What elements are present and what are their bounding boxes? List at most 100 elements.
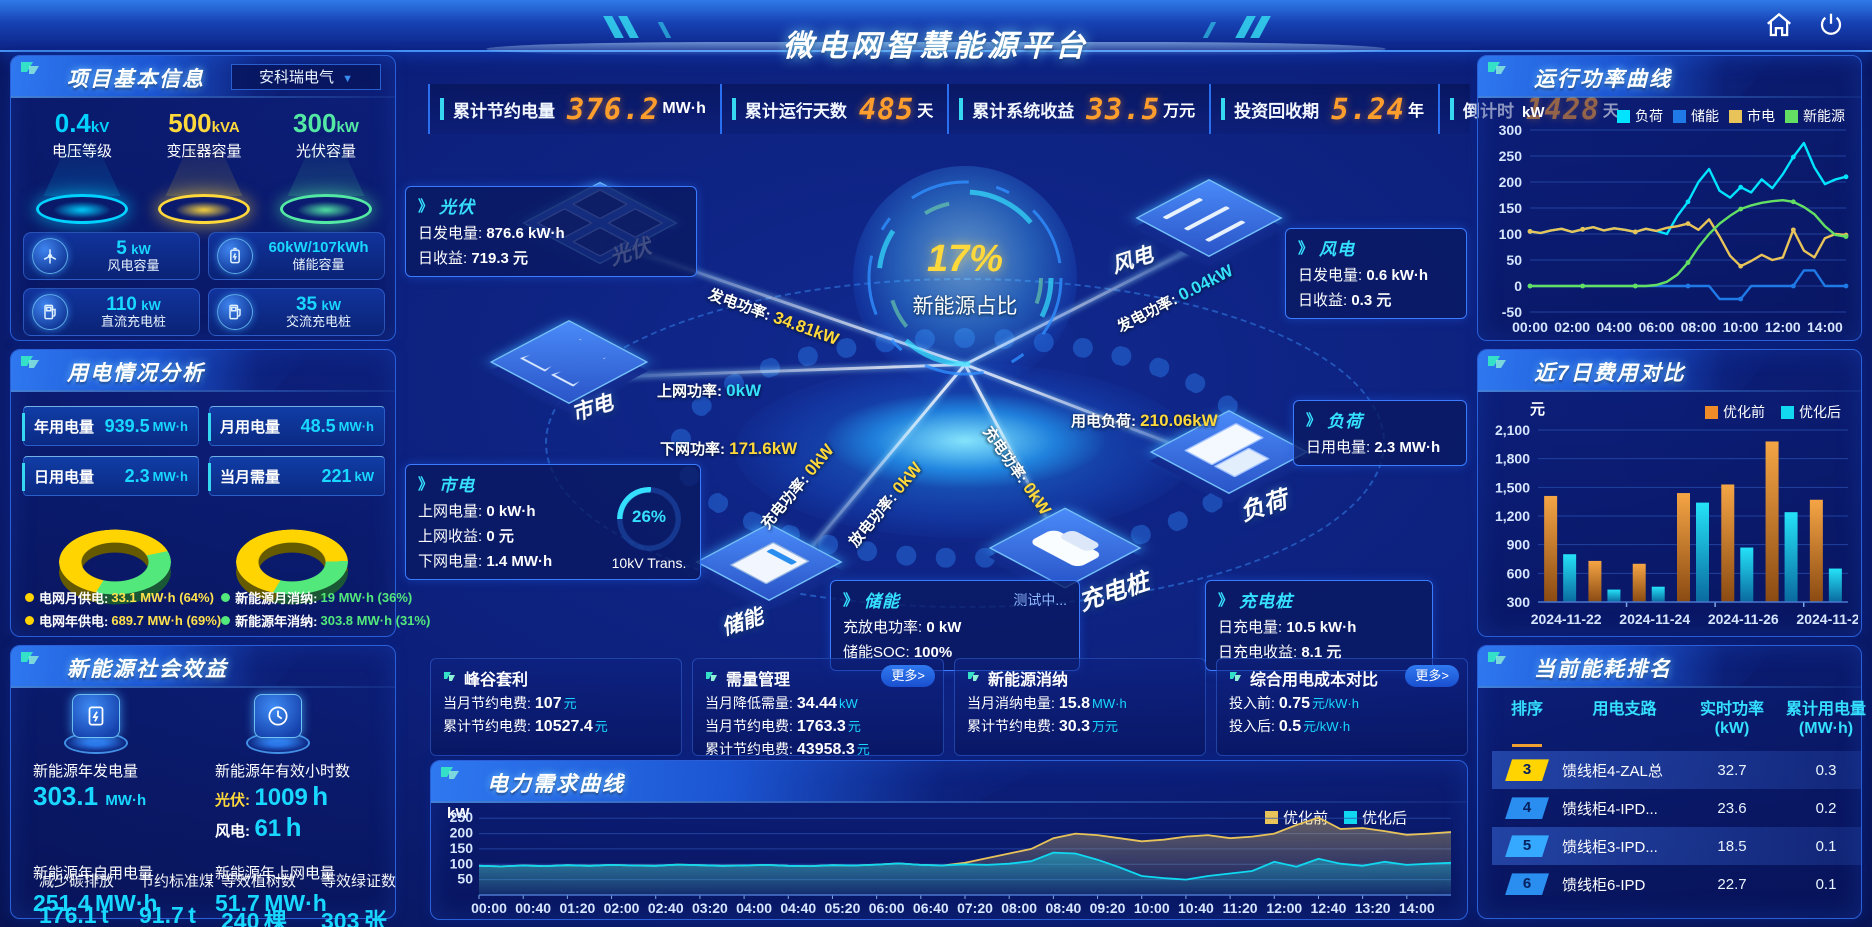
kpi-label: 投资回收期 [1234,101,1320,121]
ranking-header: 排序 用电支路 实时功率 (kW) 累计用电量 (MW·h) [1478,686,1866,751]
power-icon[interactable] [1816,10,1846,40]
node-grid: 市电 [489,306,649,426]
svg-text:10:00: 10:00 [1723,319,1759,335]
header-deco-left [603,16,672,43]
capacity-card-text: 35 kW 交流充电桩 [285,293,351,330]
panel-corner-icon [21,652,39,664]
kpi-unit: MW·h [662,100,706,117]
ranking-rows: 3 馈线柜4-ZAL总 32.7 0.3 4 馈线柜4-IPD... 23.6 0.2 5 馈线柜… [1478,751,1861,903]
load-info-box: 》负荷 日用电量: 2.3 MW·h [1293,400,1467,466]
capacity-card: 60kW/107kWh 储能容量 [208,232,385,280]
gauge-ring [280,194,372,224]
svg-text:100: 100 [1499,226,1523,242]
dc-charger-icon [32,294,68,330]
column-header: 排序 [1510,701,1543,718]
table-row[interactable]: 3 馈线柜4-ZAL总 32.7 0.3 [1492,751,1861,790]
svg-text:1,200: 1,200 [1495,508,1530,524]
kpi-value: 5.24 [1331,92,1405,126]
social-right-column: 新能源年有效小时数 光伏: 1009 h 风电: 61 h 新能源年上网电量 5… [215,694,396,927]
usage-stats: 年用电量 939.5 MW·h 月用电量 48.5 MW·h 日用电量 2.3 MW·h 当月需量… [22,406,385,496]
info-line: 上网电量: 0 kW·h [418,503,536,520]
legend-item: 储能 [1673,106,1719,126]
arrow-icon: 》 [1298,240,1314,257]
svg-text:07:20: 07:20 [957,900,993,916]
benefit-panels: 峰谷套利 当月节约电费: 107 元累计节约电费: 10527.4 元需量管理 更多> 当月降… [430,658,1468,758]
kpi-value: 485 [858,92,915,126]
home-icon[interactable] [1764,10,1794,40]
benefit-title: 综合用电成本对比 [1229,666,1455,690]
svg-text:10:40: 10:40 [1178,900,1214,916]
svg-text:200: 200 [450,825,474,841]
svg-text:2024-11-22: 2024-11-22 [1531,611,1602,627]
svg-text:04:00: 04:00 [1596,319,1632,335]
svg-text:100: 100 [450,855,474,871]
benefit-line: 当月节约电费: 1763.3 元 [705,718,861,735]
info-line: 储能SOC: 100% [843,644,953,661]
node-wind: 风电 [1109,166,1283,278]
more-button[interactable]: 更多> [1405,665,1459,687]
panel-title: 新能源社会效益 [67,658,228,681]
svg-text:00:00: 00:00 [471,900,507,916]
table-row[interactable]: 4 馈线柜4-IPD... 23.6 0.2 [1492,789,1861,827]
capacity-cards: 5 kW 风电容量 60kW/107kWh 储能容量 110 kW 直流充电桩 35 kW… [23,232,385,336]
power-cell: 22.7 [1717,875,1747,893]
panel-title: 用电情况分析 [67,362,205,385]
arrow-icon: 》 [418,198,434,215]
page-title: 微电网智慧能源平台 [783,30,1089,64]
app-header: 微电网智慧能源平台 [0,0,1872,63]
metric-label: 新能源年有效小时数 [215,763,351,780]
table-row[interactable]: 6 馈线柜6-IPD 22.7 0.1 [1492,865,1861,903]
svg-text:14:00: 14:00 [1399,900,1435,916]
svg-text:03:20: 03:20 [692,900,728,916]
benefit-title: 峰谷套利 [443,666,669,690]
svg-text:300: 300 [1507,594,1531,610]
info-line: 日发电量: 876.6 kW·h [418,225,565,242]
branch-cell: 馈线柜3-IPD... [1562,838,1658,856]
gauge-ring [158,194,250,224]
power-cell: 32.7 [1717,761,1747,779]
power-cell: 18.5 [1717,837,1747,855]
svg-text:50: 50 [457,871,473,887]
svg-text:06:00: 06:00 [1638,319,1674,335]
svg-text:00:40: 00:40 [515,900,551,916]
info-line: 日充电收益: 8.1 元 [1218,644,1342,661]
svg-text:01:20: 01:20 [559,900,595,916]
svg-text:12:00: 12:00 [1765,319,1801,335]
benefit-panel: 综合用电成本对比 更多> 投入前: 0.75 元/kW·h 投入后: 0.5 元/kW·h [1216,658,1468,756]
charger-info-box: 》充电桩 日充电量: 10.5 kW·h 日充电收益: 8.1 元 [1205,580,1433,671]
rank-cell: 3 [1492,759,1562,782]
clock-icon [254,694,302,738]
panel-title: 运行功率曲线 [1534,68,1672,91]
panel-corner-icon [21,62,39,74]
capacity-card: 5 kW 风电容量 [23,232,200,280]
company-select[interactable]: 安科瑞电气 ▼ [231,64,381,90]
kpi-tick [1221,98,1226,120]
kpi-item: 累计节约电量 376.2 MW·h [428,84,720,134]
flow-load-power: 用电负荷: 210.06kW [1071,411,1218,430]
table-row[interactable]: 5 馈线柜3-IPD... 18.5 0.1 [1492,827,1861,866]
header-deco-right [1202,16,1271,43]
rank-badge: 5 [1505,835,1549,858]
gauge-value: 500kVA [168,108,240,138]
benefit-panel: 需量管理 更多> 当月降低需量: 34.44 kW 当月节约电费: 1763.3 元累计节约电… [692,658,944,758]
panel-title: 近7日费用对比 [1534,362,1686,385]
gauge-ring [36,194,128,224]
svg-text:02:00: 02:00 [1554,319,1590,335]
info-line: 日充电量: 10.5 kW·h [1218,619,1357,636]
power-chart: 300 250 200 150 100 50 0 -50 00:00 02:00 04:00 06:0… [1482,120,1858,343]
svg-text:900: 900 [1507,537,1531,553]
legend-item: 优化前 [1705,402,1765,422]
svg-text:04:40: 04:40 [780,900,816,916]
cost-legend: 优化前 优化后 [1705,402,1841,422]
microgrid-diagram: 17% 新能源占比 光伏 风电 市 [405,138,1467,671]
wind-info-box: 》风电 日发电量: 0.6 kW·h 日收益: 0.3 元 [1285,228,1467,319]
svg-text:13:20: 13:20 [1355,900,1391,916]
benefit-line: 投入前: 0.75 元/kW·h [1229,695,1359,712]
svg-text:08:00: 08:00 [1681,319,1717,335]
kpi-label: 累计运行天数 [744,101,847,121]
more-button[interactable]: 更多> [881,665,935,687]
rank-cell: 6 [1492,873,1562,896]
svg-text:2024-11-28: 2024-11-28 [1796,611,1858,627]
energy-cell: 0.2 [1815,799,1837,817]
